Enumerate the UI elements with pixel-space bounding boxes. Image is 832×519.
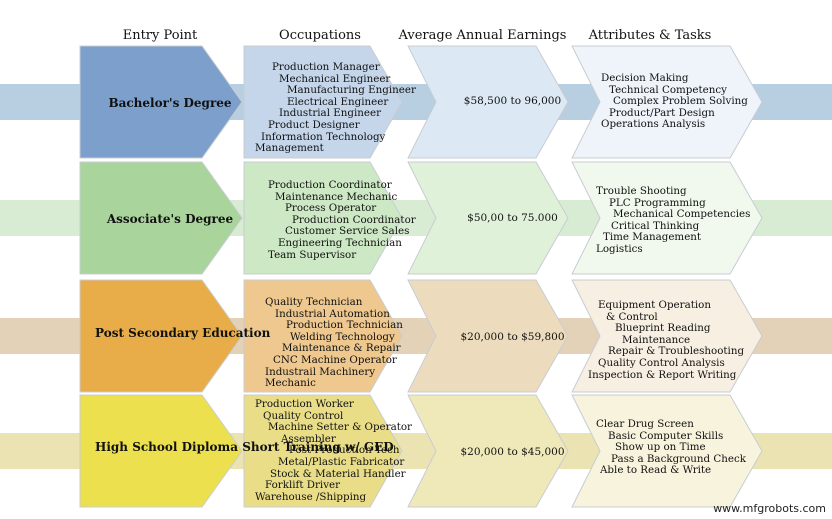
chevron-earnings	[407, 279, 569, 393]
attribute-list-post-secondary: Equipment Operation & Control Blueprint …	[0, 299, 745, 381]
occupation-item: Engineering Technician	[278, 236, 402, 249]
occupation-item: Information Technology	[261, 130, 386, 143]
header-occupations: Occupations	[279, 28, 361, 43]
occupation-item: Quality Control	[263, 409, 344, 422]
occupation-list-high-school: Production Worker Quality Control Machin…	[0, 398, 412, 503]
occupation-item: Product Designer	[268, 118, 360, 131]
occupation-item: Quality Technician	[265, 296, 363, 308]
attribute-item: Product/Part Design	[609, 106, 715, 119]
attribute-item: Basic Computer Skills	[608, 429, 724, 442]
attribute-item: Clear Drug Screen	[596, 418, 694, 430]
chevron-occupations	[243, 279, 403, 393]
attribute-list-bachelors: Decision Making Technical Competency Com…	[0, 72, 748, 131]
chevron-attributes	[571, 161, 763, 275]
chevron-entry-point	[79, 394, 243, 508]
occupation-item: Production Manager	[272, 61, 380, 73]
watermark: www.mfgrobots.com	[713, 502, 826, 515]
entry-line: High School Diploma	[95, 440, 239, 454]
occupation-item: Mechanic	[265, 377, 316, 390]
entry-line: Bachelor's Degree	[108, 96, 232, 110]
entry-line: Associate's Degree	[106, 212, 234, 226]
occupation-item: Electrical Engineer	[287, 95, 389, 108]
occupation-item: Customer Service Sales	[285, 225, 410, 238]
chevron-earnings	[407, 394, 569, 508]
attribute-item: Mechanical Competencies	[613, 208, 751, 221]
occupation-item: Post Production Tech	[289, 444, 400, 457]
occupation-item: Production Worker	[255, 398, 354, 410]
occupation-list-bachelors: Production Manager Mechanical Engineer M…	[0, 61, 416, 155]
occupation-item: Forklift Driver	[265, 479, 341, 492]
chevron-attributes	[571, 394, 763, 508]
occupation-item: Maintenance & Repair	[282, 342, 401, 355]
attribute-list-high-school: Clear Drug Screen Basic Computer Skills …	[0, 418, 747, 477]
occupation-item: CNC Machine Operator	[273, 353, 397, 366]
attribute-item: Able to Read & Write	[600, 464, 712, 477]
attribute-item: & Control	[606, 310, 658, 323]
attribute-item: Trouble Shooting	[596, 185, 687, 197]
attribute-item: Logistics	[596, 242, 643, 255]
attribute-item: Decision Making	[601, 72, 689, 84]
attribute-item: Quality Control Analysis	[598, 356, 725, 369]
occupation-item: Machine Setter & Operator	[268, 421, 412, 434]
chevron-occupations	[243, 45, 403, 159]
chevron-entry-point	[79, 279, 243, 393]
occupation-item: Process Operator	[285, 202, 377, 215]
occupation-item: Team Supervisor	[268, 248, 357, 261]
occupation-item: Management	[255, 142, 324, 155]
occupation-item: Mechanical Engineer	[279, 72, 391, 85]
occupation-item: Metal/Plastic Fabricator	[278, 455, 405, 468]
entry-line: Short Training w/ GED	[242, 440, 394, 454]
chevron-attributes	[571, 279, 763, 393]
occupation-item: Industrail Machinery	[265, 365, 376, 378]
attribute-item: Inspection & Report Writing	[588, 368, 737, 381]
earnings-post-secondary: $20,000 to $59,800	[460, 331, 565, 343]
attribute-item: Maintenance	[622, 333, 691, 346]
occupation-item: Industrial Automation	[275, 307, 390, 320]
header-attributes-tasks: Attributes & Tasks	[588, 28, 712, 43]
entry-label-associates: Associate's Degree	[95, 212, 245, 227]
entry-line: Post Secondary	[95, 326, 198, 340]
header-average-annual-earnings: Average Annual Earnings	[398, 28, 567, 43]
occupation-item: Production Technician	[286, 319, 403, 332]
entry-line: Education	[202, 326, 271, 340]
occupation-item: Manufacturing Engineer	[287, 84, 416, 97]
attribute-item: Pass a Background Check	[611, 452, 747, 465]
attribute-item: Blueprint Reading	[615, 322, 711, 335]
occupation-item: Production Coordinator	[292, 213, 416, 226]
occupation-list-associates: Production Coordinator Maintenance Mecha…	[0, 179, 416, 261]
occupation-item: Warehouse /Shipping	[255, 490, 367, 503]
occupation-item: Stock & Material Handler	[270, 467, 406, 480]
chevron-attributes	[571, 45, 763, 159]
entry-label-bachelors: Bachelor's Degree	[95, 96, 245, 111]
entry-label-post-secondary: Post Secondary Education	[95, 326, 270, 341]
occupation-item: Production Coordinator	[268, 179, 392, 191]
attribute-item: Show up on Time	[615, 441, 706, 454]
occupation-item: Assembler	[281, 432, 336, 445]
chevron-occupations	[243, 394, 403, 508]
attribute-item: Critical Thinking	[611, 219, 700, 232]
entry-label-high-school: High School Diploma Short Training w/ GE…	[95, 440, 394, 455]
occupation-item: Maintenance Mechanic	[275, 190, 398, 203]
occupation-item: Industrial Engineer	[279, 107, 382, 120]
occupation-list-post-secondary: Quality Technician Industrial Automation…	[0, 296, 403, 390]
header-entry-point: Entry Point	[122, 28, 198, 43]
chevron-entry-point	[79, 161, 243, 275]
chevron-entry-point	[79, 45, 243, 159]
attribute-item: Time Management	[603, 231, 702, 244]
attribute-item: Operations Analysis	[601, 118, 706, 131]
attribute-item: Repair & Troubleshooting	[608, 345, 745, 358]
earnings-high-school: $20,000 to $45,000	[460, 446, 565, 458]
attribute-item: PLC Programming	[609, 196, 706, 209]
attribute-item: Complex Problem Solving	[613, 95, 748, 108]
earnings-associates: $50,00 to 75.000	[467, 212, 558, 224]
attribute-list-associates: Trouble Shooting PLC Programming Mechani…	[0, 185, 751, 256]
chevron-earnings	[407, 161, 569, 275]
chevron-occupations	[243, 161, 403, 275]
earnings-bachelors: $58,500 to 96,000	[463, 95, 562, 107]
attribute-item: Equipment Operation	[598, 299, 711, 311]
chevron-earnings	[407, 45, 569, 159]
attribute-item: Technical Competency	[609, 83, 727, 96]
occupation-item: Welding Technology	[290, 330, 395, 343]
